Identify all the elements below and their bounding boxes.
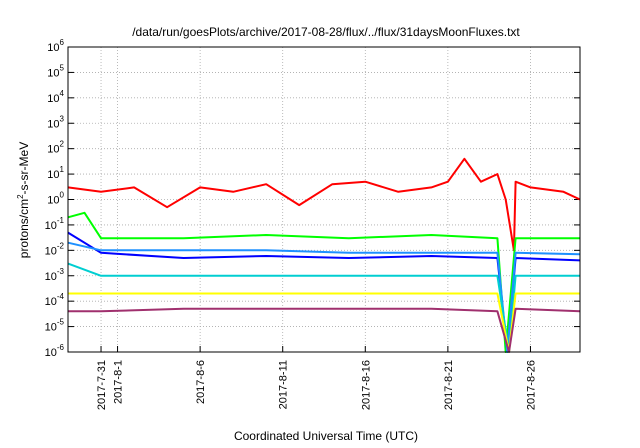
y-tick-label: 10-5 — [45, 318, 65, 334]
x-tick-label: 2017-8-16 — [360, 360, 372, 410]
y-tick-exponent: -1 — [57, 216, 65, 225]
x-tick-label: 2017-8-1 — [113, 360, 125, 404]
y-axis-label-rest: -s-sr-MeV — [17, 142, 31, 195]
y-tick-mantissa: 10 — [45, 347, 57, 359]
y-tick-exponent: -6 — [57, 343, 65, 352]
y-tick-mantissa: 10 — [45, 296, 57, 308]
y-tick-label: 10-2 — [45, 241, 65, 257]
y-tick-mantissa: 10 — [47, 144, 59, 156]
y-tick-mantissa: 10 — [47, 67, 59, 79]
y-tick-mantissa: 10 — [47, 169, 59, 181]
y-axis-label-sup: 2 — [16, 194, 25, 199]
y-tick-label: 10-4 — [45, 292, 65, 308]
y-tick-exponent: -3 — [57, 267, 65, 276]
y-tick-exponent: 4 — [60, 89, 65, 98]
y-tick-label: 10-1 — [45, 216, 65, 232]
y-tick-label: 105 — [47, 63, 64, 79]
y-tick-mantissa: 10 — [45, 322, 57, 334]
y-tick-label: 101 — [47, 165, 64, 181]
y-tick-mantissa: 10 — [45, 220, 57, 232]
y-tick-mantissa: 10 — [45, 245, 57, 257]
series-line-7 — [68, 307, 581, 353]
series-line-6 — [68, 292, 580, 353]
y-tick-exponent: -2 — [57, 241, 65, 250]
series-line-1 — [67, 157, 581, 252]
x-tick-label: 2017-8-6 — [195, 360, 207, 404]
y-tick-exponent: 0 — [60, 191, 65, 200]
y-tick-exponent: 5 — [60, 63, 65, 72]
y-tick-label: 100 — [47, 191, 64, 207]
grid — [68, 46, 580, 353]
y-tick-exponent: -4 — [57, 292, 65, 301]
x-tick-labels: 2017-7-31 2017-8-1 2017-8-6 2017-8-11 2017-8… — [96, 360, 537, 410]
y-tick-label: 10-3 — [45, 267, 65, 283]
chart-title: /data/run/goesPlots/archive/2017-08-28/f… — [132, 25, 520, 39]
y-tick-mantissa: 10 — [47, 118, 59, 130]
series-line-2 — [67, 211, 580, 353]
x-tick-label: 2017-7-31 — [96, 360, 108, 410]
x-tick-label: 2017-8-21 — [443, 360, 455, 410]
y-tick-mantissa: 10 — [45, 271, 57, 283]
series-line-4 — [67, 241, 581, 353]
y-tick-mantissa: 10 — [47, 195, 59, 207]
y-tick-label: 106 — [47, 38, 64, 54]
y-tick-exponent: 6 — [60, 38, 65, 47]
y-tick-exponent: 2 — [60, 140, 65, 149]
x-tick-label: 2017-8-26 — [525, 360, 537, 410]
y-tick-label: 102 — [47, 140, 64, 156]
y-tick-mantissa: 10 — [47, 42, 59, 54]
y-axis-label-base: protons/cm — [17, 199, 31, 258]
x-axis-label: Coordinated Universal Time (UTC) — [234, 429, 418, 443]
y-tick-mantissa: 10 — [47, 93, 59, 105]
y-axis-label: protons/cm2-s-sr-MeV — [16, 142, 31, 258]
y-tick-label: 10-6 — [45, 343, 65, 359]
y-tick-exponent: 3 — [60, 114, 65, 123]
x-tick-label: 2017-8-11 — [278, 360, 290, 409]
plot-frame — [67, 46, 581, 353]
y-tick-label: 103 — [47, 114, 64, 130]
y-tick-labels: 10-610-510-410-310-210-11001011021031041… — [45, 38, 65, 359]
series-group — [67, 157, 581, 353]
y-tick-exponent: -5 — [57, 318, 65, 327]
y-tick-label: 104 — [47, 89, 64, 105]
y-tick-exponent: 1 — [60, 165, 65, 174]
